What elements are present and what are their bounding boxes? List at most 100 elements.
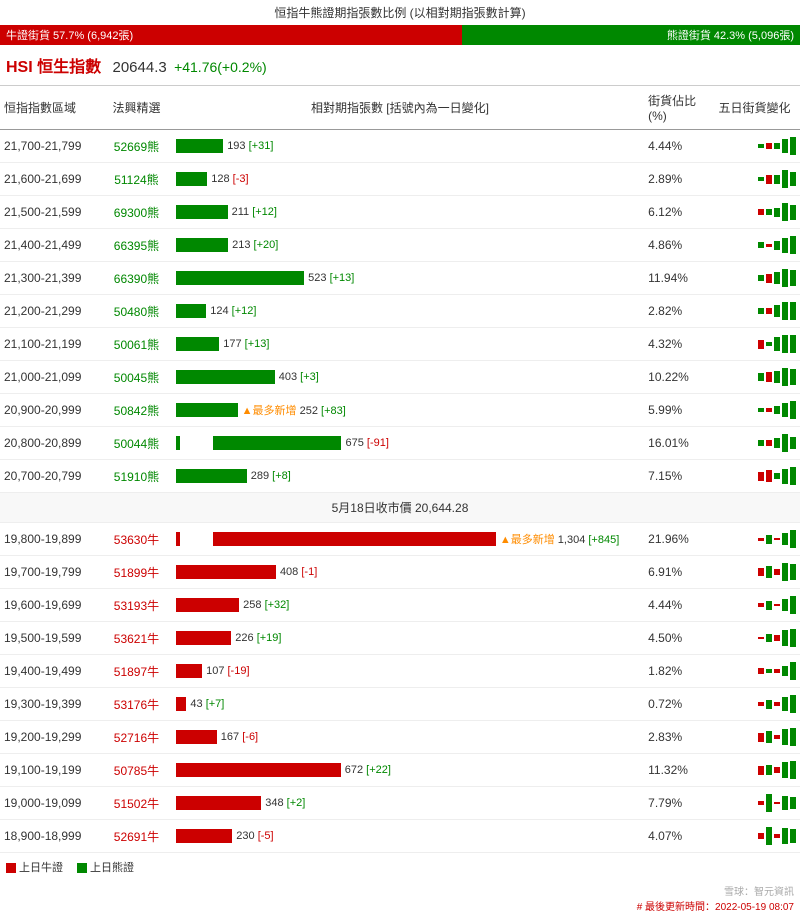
range-cell: 19,100-19,199 <box>0 754 101 787</box>
sparkline <box>713 824 796 848</box>
table-row: 21,500-21,599 69300熊 211 [+12] 6.12% <box>0 196 800 229</box>
index-summary: HSI 恒生指數 20644.3 +41.76(+0.2%) <box>0 45 800 86</box>
spark-cell <box>709 196 800 229</box>
bar-cell: 128 [-3] <box>172 163 628 196</box>
pick-cell[interactable]: 50061熊 <box>101 328 172 361</box>
pct-cell: 21.96% <box>628 523 709 556</box>
table-row: 19,200-19,299 52716牛 167 [-6] 2.83% <box>0 721 800 754</box>
spark-cell <box>709 229 800 262</box>
pick-cell[interactable]: 51910熊 <box>101 460 172 493</box>
index-symbol: HSI 恒生指數 <box>6 59 101 76</box>
pct-cell: 2.82% <box>628 295 709 328</box>
table-row: 21,400-21,499 66395熊 213 [+20] 4.86% <box>0 229 800 262</box>
pick-cell[interactable]: 50045熊 <box>101 361 172 394</box>
bar-cell: 107 [-19] <box>172 655 628 688</box>
range-cell: 19,800-19,899 <box>0 523 101 556</box>
update-time: # 最後更新時間：2022-05-19 08:07 <box>637 902 794 913</box>
range-cell: 21,500-21,599 <box>0 196 101 229</box>
bar-cell: 348 [+2] <box>172 787 628 820</box>
sparkline <box>713 167 796 191</box>
ratio-bear-segment: 熊證街貨 42.3% (5,096張) <box>462 25 800 45</box>
legend-bear: 上日熊證 <box>77 859 134 875</box>
cbbc-table: 恒指指數區域 法興精選 相對期指張數 [括號內為一日變化] 街貨佔比(%) 五日… <box>0 86 800 853</box>
pick-cell[interactable]: 66395熊 <box>101 229 172 262</box>
pick-cell[interactable]: 69300熊 <box>101 196 172 229</box>
sparkline <box>713 659 796 683</box>
sparkline <box>713 527 796 551</box>
range-cell: 19,600-19,699 <box>0 589 101 622</box>
bar-cell: 213 [+20] <box>172 229 628 262</box>
bar-cell: 523 [+13] <box>172 262 628 295</box>
pct-cell: 11.32% <box>628 754 709 787</box>
bar-cell: 177 [+13] <box>172 328 628 361</box>
sparkline <box>713 725 796 749</box>
pct-cell: 1.82% <box>628 655 709 688</box>
index-change: +41.76(+0.2%) <box>174 59 267 75</box>
sparkline <box>713 626 796 650</box>
ratio-bull-segment: 牛證街貨 57.7% (6,942張) <box>0 25 462 45</box>
spark-cell <box>709 163 800 196</box>
table-row: 19,500-19,599 53621牛 226 [+19] 4.50% <box>0 622 800 655</box>
pick-cell[interactable]: 52669熊 <box>101 130 172 163</box>
sparkline <box>713 398 796 422</box>
sparkline <box>713 299 796 323</box>
range-cell: 19,400-19,499 <box>0 655 101 688</box>
table-row: 19,800-19,899 53630牛 重貨區▲最多新增 1,304 [+84… <box>0 523 800 556</box>
bar-cell: 重貨區675 [-91] <box>172 427 628 460</box>
table-row: 20,700-20,799 51910熊 289 [+8] 7.15% <box>0 460 800 493</box>
ratio-header: 恒指牛熊證期指張數比例 (以相對期指張數計算) <box>0 0 800 25</box>
pick-cell[interactable]: 50480熊 <box>101 295 172 328</box>
pct-cell: 4.50% <box>628 622 709 655</box>
sparkline <box>713 692 796 716</box>
sparkline <box>713 758 796 782</box>
pick-cell[interactable]: 53193牛 <box>101 589 172 622</box>
spark-cell <box>709 130 800 163</box>
spark-cell <box>709 655 800 688</box>
spark-cell <box>709 361 800 394</box>
pick-cell[interactable]: 51897牛 <box>101 655 172 688</box>
legend: 上日牛證 上日熊證 <box>0 853 800 881</box>
range-cell: 21,400-21,499 <box>0 229 101 262</box>
pick-cell[interactable]: 50842熊 <box>101 394 172 427</box>
bar-cell: 403 [+3] <box>172 361 628 394</box>
range-cell: 19,200-19,299 <box>0 721 101 754</box>
spark-cell <box>709 754 800 787</box>
bar-cell: 重貨區▲最多新增 1,304 [+845] <box>172 523 628 556</box>
range-cell: 19,300-19,399 <box>0 688 101 721</box>
spark-cell <box>709 721 800 754</box>
bar-cell: 124 [+12] <box>172 295 628 328</box>
sparkline <box>713 560 796 584</box>
bar-cell: 167 [-6] <box>172 721 628 754</box>
pick-cell[interactable]: 50044熊 <box>101 427 172 460</box>
pct-cell: 11.94% <box>628 262 709 295</box>
pick-cell[interactable]: 53176牛 <box>101 688 172 721</box>
pct-cell: 7.15% <box>628 460 709 493</box>
spark-cell <box>709 820 800 853</box>
spark-cell <box>709 295 800 328</box>
col-pick-header: 法興精選 <box>101 86 172 130</box>
table-row: 19,600-19,699 53193牛 258 [+32] 4.44% <box>0 589 800 622</box>
pick-cell[interactable]: 51502牛 <box>101 787 172 820</box>
pct-cell: 4.86% <box>628 229 709 262</box>
pick-cell[interactable]: 53630牛 <box>101 523 172 556</box>
table-row: 21,700-21,799 52669熊 193 [+31] 4.44% <box>0 130 800 163</box>
bar-cell: 43 [+7] <box>172 688 628 721</box>
pct-cell: 7.79% <box>628 787 709 820</box>
pct-cell: 0.72% <box>628 688 709 721</box>
col-bar-header: 相對期指張數 [括號內為一日變化] <box>172 86 628 130</box>
pick-cell[interactable]: 52691牛 <box>101 820 172 853</box>
ratio-bar: 牛證街貨 57.7% (6,942張) 熊證街貨 42.3% (5,096張) <box>0 25 800 45</box>
range-cell: 21,200-21,299 <box>0 295 101 328</box>
range-cell: 20,800-20,899 <box>0 427 101 460</box>
pick-cell[interactable]: 66390熊 <box>101 262 172 295</box>
mid-price-row: 5月18日收市價 20,644.28 <box>0 493 800 523</box>
table-row: 19,100-19,199 50785牛 672 [+22] 11.32% <box>0 754 800 787</box>
pick-cell[interactable]: 51899牛 <box>101 556 172 589</box>
range-cell: 20,700-20,799 <box>0 460 101 493</box>
range-cell: 21,300-21,399 <box>0 262 101 295</box>
pick-cell[interactable]: 53621牛 <box>101 622 172 655</box>
pick-cell[interactable]: 52716牛 <box>101 721 172 754</box>
pick-cell[interactable]: 51124熊 <box>101 163 172 196</box>
pick-cell[interactable]: 50785牛 <box>101 754 172 787</box>
pct-cell: 4.07% <box>628 820 709 853</box>
